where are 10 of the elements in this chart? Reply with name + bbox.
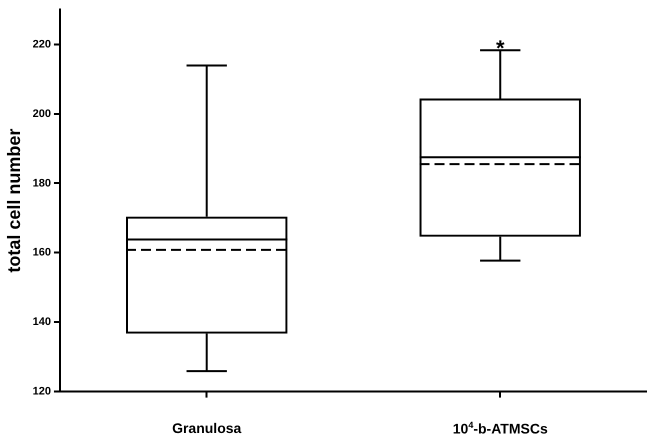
y-tick-label: 200 (32, 108, 51, 120)
y-tick-label: 120 (32, 386, 51, 398)
y-tick-label: 140 (32, 316, 51, 328)
y-tick-label: 220 (32, 38, 51, 50)
x-tick-label: 10$^{4}$-b-ATMSCs (452, 420, 548, 437)
x-tick-label: Granulosa (172, 420, 242, 436)
annotation: * (496, 35, 505, 60)
y-axis-title: total cell number (4, 128, 24, 273)
y-tick-label: 180 (32, 177, 51, 190)
y-tick-label: 160 (32, 246, 51, 259)
